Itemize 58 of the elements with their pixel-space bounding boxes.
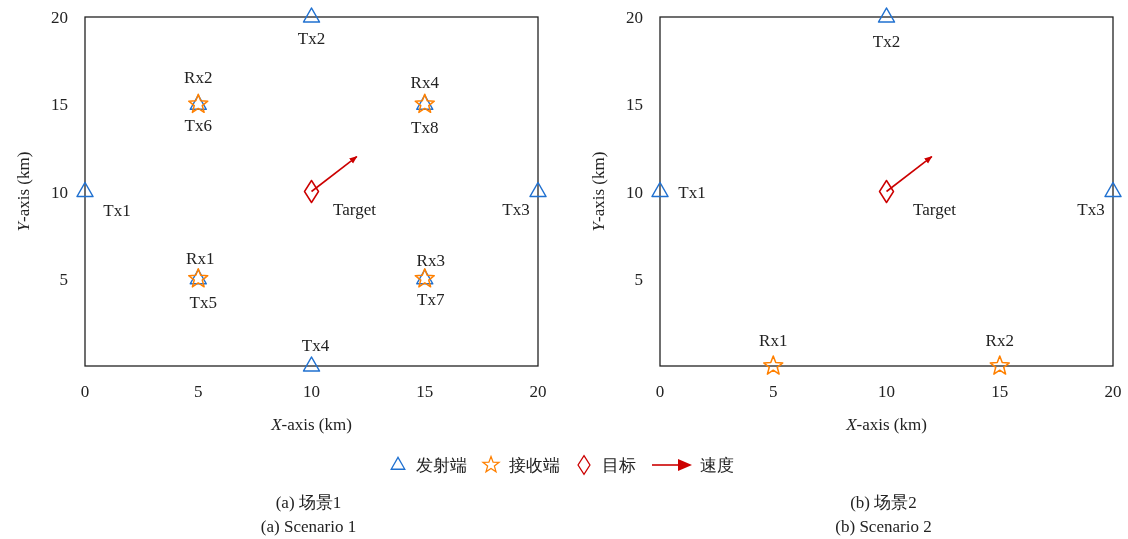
point (651, 181, 669, 198)
x-tick-label: 10 (303, 381, 320, 401)
point (302, 356, 321, 372)
point (76, 181, 94, 198)
y-axis-title: Y-axis (km) (13, 151, 33, 232)
x-tick-label: 10 (878, 381, 895, 401)
annotation: Rx2 (985, 330, 1014, 350)
legend-label: 速度 (700, 455, 734, 475)
x-tick-label: 5 (769, 381, 778, 401)
text: (b) Scenario 2 (835, 516, 932, 536)
text: (a) 场景1 (275, 492, 342, 512)
y-axis-title: Y-axis (km) (588, 151, 608, 232)
annotation: Target (333, 199, 377, 218)
y-tick-label: 15 (51, 94, 68, 114)
x-tick-label: 5 (194, 381, 203, 401)
point (1104, 181, 1122, 198)
point (877, 7, 896, 23)
point (302, 7, 321, 23)
annotation: Tx2 (297, 28, 326, 48)
text: (a) Scenario 1 (260, 516, 357, 536)
annotation: Rx2 (184, 67, 213, 87)
annotation: Tx8 (411, 117, 439, 137)
x-axis-title: X-axis (km) (270, 414, 352, 434)
annotation: Tx1 (678, 182, 706, 201)
legend-label: 发射端 (416, 455, 467, 475)
y-tick-label: 5 (59, 269, 68, 289)
annotation: Rx1 (759, 330, 788, 350)
y-tick-label: 10 (51, 182, 68, 201)
legend-label: 目标 (602, 455, 636, 475)
text: (b) 场景2 (850, 492, 917, 512)
x-tick-label: 20 (1104, 381, 1122, 401)
annotation: Tx3 (502, 199, 530, 218)
x-tick-label: 20 (529, 381, 547, 401)
y-tick-label: 5 (634, 269, 643, 289)
annotation: Tx3 (1077, 199, 1105, 218)
annotation: Tx2 (872, 31, 901, 51)
y-tick-label: 20 (626, 7, 643, 27)
annotation: Rx1 (186, 248, 215, 268)
annotation: Tx4 (301, 335, 330, 355)
x-tick-label: 0 (655, 381, 665, 401)
y-tick-label: 20 (51, 7, 68, 27)
annotation: Tx5 (189, 292, 217, 312)
x-tick-label: 0 (80, 381, 90, 401)
y-tick-label: 15 (626, 94, 643, 114)
y-tick-label: 10 (626, 182, 643, 201)
annotation: Rx3 (416, 250, 445, 270)
x-tick-label: 15 (991, 381, 1009, 401)
annotation: Tx1 (103, 200, 131, 219)
point (762, 355, 784, 375)
annotation: Tx6 (184, 115, 212, 135)
x-axis-title: X-axis (km) (845, 414, 927, 434)
legend-label: 接收端 (509, 455, 560, 475)
annotation: Rx4 (410, 72, 440, 92)
annotation: Tx7 (417, 289, 445, 309)
x-tick-label: 15 (416, 381, 434, 401)
point (989, 355, 1011, 375)
point (529, 181, 547, 198)
annotation: Target (913, 199, 957, 218)
